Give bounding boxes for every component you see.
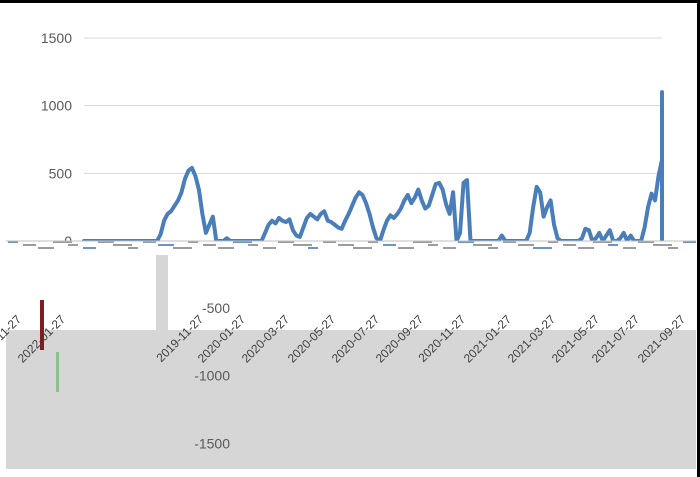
axis-band-dash-28	[428, 244, 438, 246]
axis-band-dash-37	[563, 244, 576, 246]
axis-band-dash-5	[83, 247, 96, 249]
axis-band-dash-24	[368, 241, 378, 243]
axis-band-dash-12	[188, 241, 198, 243]
axis-band-dash-15	[233, 241, 252, 243]
axis-band-dash-8	[128, 247, 138, 249]
axis-band-dash-43	[653, 244, 672, 246]
axis-band-dash-1	[23, 244, 36, 246]
x-axis-band	[6, 240, 696, 255]
axis-band-dash-3	[53, 241, 72, 243]
axis-band-dash-32	[488, 247, 498, 249]
axis-band-dash-18	[278, 241, 294, 243]
axis-band-dash-17	[263, 247, 276, 249]
axis-band-dash-34	[518, 244, 534, 246]
y-tick-label--500: -500	[202, 300, 230, 316]
axis-band-dash-4	[68, 244, 78, 246]
artifact-bar-1	[40, 300, 44, 350]
axis-band-dash-45	[683, 241, 696, 243]
axis-band-dash-13	[203, 244, 216, 246]
lower-panel-strip	[168, 312, 198, 330]
axis-band-dash-2	[38, 247, 54, 249]
axis-band-dash-6	[98, 241, 114, 243]
axis-band-dash-26	[398, 247, 414, 249]
axis-band-dash-33	[503, 241, 516, 243]
axis-band-dash-22	[338, 244, 354, 246]
axis-band-dash-30	[458, 241, 474, 243]
series-group	[82, 90, 664, 243]
axis-band-dash-38	[578, 247, 594, 249]
axis-band-dash-35	[533, 247, 552, 249]
axis-band-dash-21	[323, 241, 336, 243]
right-border	[697, 0, 700, 477]
lower-panel	[6, 330, 696, 469]
axis-band-dash-10	[158, 244, 174, 246]
axis-band-dash-42	[638, 241, 654, 243]
y-tick-label--1000: -1000	[194, 368, 230, 384]
axis-band-dash-20	[308, 247, 318, 249]
y-tick-label-1500: 1500	[41, 30, 72, 46]
artifact-bar-2	[56, 352, 59, 392]
axis-band-dash-23	[353, 247, 372, 249]
axis-band-dash-29	[443, 247, 456, 249]
axis-band-dash-41	[623, 247, 636, 249]
axis-band-dash-11	[173, 247, 192, 249]
axis-band-dash-44	[668, 247, 678, 249]
axis-band-dash-27	[413, 241, 432, 243]
axis-band-dash-16	[248, 244, 258, 246]
y-tick-label--1500: -1500	[194, 435, 230, 451]
axis-band-dash-25	[383, 244, 396, 246]
axis-band-dash-19	[293, 244, 312, 246]
axis-band-dash-14	[218, 247, 234, 249]
axis-band-dash-31	[473, 244, 492, 246]
lower-panel-left-gap	[156, 243, 168, 333]
axis-band-dash-7	[113, 244, 132, 246]
series-line-0	[82, 90, 664, 243]
y-tick-label-500: 500	[49, 165, 73, 181]
top-border	[0, 0, 700, 3]
axis-band-dash-39	[593, 241, 612, 243]
y-tick-label-1000: 1000	[41, 98, 72, 114]
axis-band-dash-9	[143, 241, 156, 243]
axis-band-dash-36	[548, 241, 558, 243]
axis-band-dash-40	[608, 244, 618, 246]
axis-band-dash-0	[8, 241, 18, 243]
